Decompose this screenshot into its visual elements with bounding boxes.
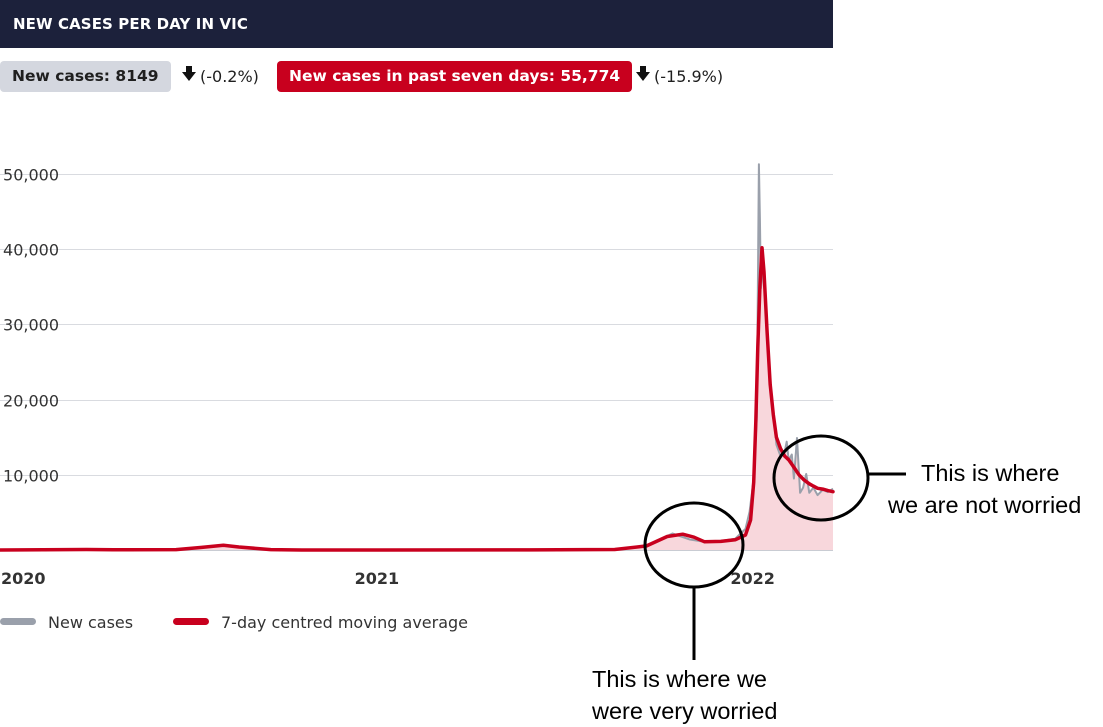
seven-day-change-value: (-15.9%) [654, 67, 724, 86]
area-layer [0, 164, 833, 550]
area-fill-new-cases [0, 164, 833, 550]
series-line-new-cases [0, 163, 834, 551]
legend-swatch-grey [0, 618, 36, 625]
stats-bar: New cases: 8149 (-0.2%) New cases in pas… [0, 61, 833, 92]
new-cases-change-value: (-0.2%) [200, 67, 259, 86]
new-cases-change: (-0.2%) [182, 61, 259, 92]
y-tick-label: 30,000 [3, 316, 59, 335]
chart-title: NEW CASES PER DAY IN VIC [13, 15, 248, 33]
series-line-moving-average [0, 245, 835, 552]
annotation-circle-delta [643, 501, 745, 589]
y-tick-label: 40,000 [3, 241, 59, 260]
annotation-shapes [643, 434, 906, 660]
y-tick-label: 20,000 [3, 392, 59, 411]
legend-item-moving-average: 7-day centred moving average [173, 613, 468, 632]
series-layer [0, 163, 835, 552]
down-arrow-icon [636, 66, 650, 81]
annotation-circle-recent [772, 434, 870, 522]
y-axis-ticks: 10,000 20,000 30,000 40,000 50,000 [3, 166, 59, 486]
legend-swatch-red [173, 618, 209, 625]
legend-label-new-cases: New cases [48, 613, 134, 632]
grid-lines [0, 174, 833, 551]
x-tick-label: 2021 [355, 569, 400, 588]
seven-day-change: (-15.9%) [636, 61, 723, 92]
y-tick-label: 10,000 [3, 467, 59, 486]
seven-day-pill: New cases in past seven days: 55,774 [277, 61, 633, 92]
legend-item-new-cases: New cases [0, 613, 133, 632]
annotation-text-very-worried-2: were very worried [592, 698, 778, 724]
legend-label-moving-average: 7-day centred moving average [221, 613, 469, 632]
y-tick-label: 50,000 [3, 166, 59, 185]
annotation-text-very-worried-1: This is where we [592, 666, 767, 692]
annotation-text-not-worried-1: This is where [921, 460, 1060, 486]
new-cases-pill: New cases: 8149 [0, 61, 171, 92]
x-axis-ticks: 2020 2021 2022 [1, 569, 775, 588]
x-tick-label: 2020 [1, 569, 46, 588]
x-tick-label: 2022 [730, 569, 775, 588]
chart-header: NEW CASES PER DAY IN VIC [0, 0, 833, 48]
annotation-text-not-worried-2: we are not worried [888, 492, 1082, 518]
down-arrow-icon [182, 66, 196, 81]
